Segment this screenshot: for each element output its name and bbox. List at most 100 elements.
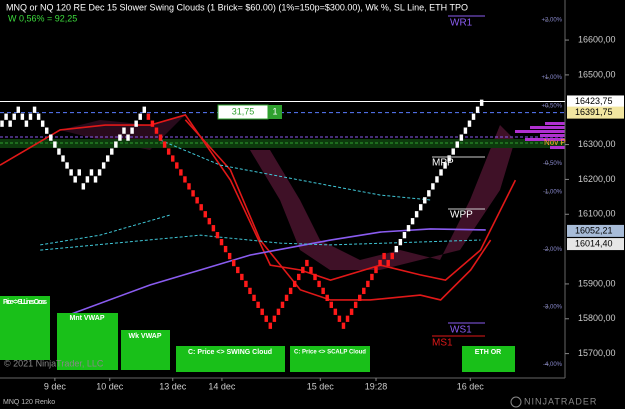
brick [317, 280, 321, 288]
button[interactable] [121, 330, 170, 370]
brick [89, 169, 94, 176]
brick [443, 162, 447, 169]
brick [382, 252, 386, 260]
y2-tick-label: +2,00% [541, 18, 562, 24]
brick [406, 225, 411, 232]
brick [256, 301, 260, 308]
logo: NINJATRADER [524, 396, 597, 406]
volume-profile [515, 122, 565, 149]
brick [126, 134, 130, 141]
price-marker [567, 238, 624, 251]
brick [341, 322, 346, 329]
button[interactable] [290, 346, 370, 372]
indicator-line [59, 228, 486, 319]
brick [297, 273, 301, 281]
button-label[interactable]: Price <> SL Lines Cross [3, 299, 47, 306]
indicator-line [184, 119, 492, 301]
brick [268, 322, 273, 329]
brick [219, 238, 224, 246]
brick [150, 120, 155, 127]
brick [264, 315, 268, 322]
buttons: Price <> SL Lines Cross Mnt VWAP Wk VWAP… [0, 296, 515, 372]
cloud [250, 125, 515, 270]
brick [4, 113, 8, 120]
button-label[interactable]: Mnt VWAP [70, 315, 105, 322]
brick [398, 238, 403, 246]
brick [459, 134, 464, 141]
brick [195, 197, 199, 204]
brick [69, 169, 73, 176]
trade-box-label: 31,75 [232, 106, 255, 116]
brick [276, 308, 281, 315]
trade-count: 1 [272, 106, 277, 116]
brick [187, 183, 191, 190]
x-tick-label: 16 dec [457, 381, 485, 391]
brick [305, 259, 309, 267]
brick [362, 287, 366, 295]
brick [475, 106, 480, 113]
price-marker [567, 224, 624, 237]
brick [366, 280, 370, 288]
brick [431, 183, 435, 190]
brick [65, 162, 69, 169]
brick [122, 127, 126, 134]
brick [370, 273, 374, 281]
y-tick-label: 16600,00 [578, 34, 616, 44]
price-marker [567, 95, 624, 108]
y-tick-label: 15700,00 [578, 348, 616, 358]
brick [423, 197, 427, 204]
brick [166, 148, 171, 155]
brick [240, 273, 244, 281]
brick [183, 176, 187, 183]
brick [138, 113, 142, 120]
brick [471, 113, 476, 120]
brick [24, 120, 29, 127]
x-tick-label: 10 dec [96, 381, 124, 391]
brick [325, 294, 329, 302]
button-label[interactable]: C: Price <> SCALP Cloud [294, 350, 366, 356]
brick [301, 266, 305, 274]
button[interactable] [57, 313, 118, 370]
y-tick-label: 15800,00 [578, 313, 616, 323]
brick [439, 169, 443, 176]
brick [142, 106, 147, 113]
brick [130, 127, 134, 134]
y2-tick-label: -4,00% [543, 362, 563, 368]
brick [333, 308, 338, 315]
button[interactable] [0, 296, 50, 360]
brick [223, 245, 228, 253]
button[interactable] [176, 346, 285, 372]
button-label[interactable]: C: Price <> SWING Cloud [188, 349, 272, 356]
pivot-label: MPP [432, 158, 454, 169]
pivot-label: MS1 [432, 338, 453, 349]
button-label[interactable]: Wk VWAP [128, 333, 161, 340]
x-tick-label: 19:28 [365, 381, 388, 391]
brick [236, 266, 240, 274]
trade-count-box [268, 105, 282, 119]
brick [203, 211, 207, 218]
brick [162, 141, 167, 148]
brick [20, 113, 25, 120]
button-label[interactable]: ETH OR [475, 349, 501, 356]
brick [329, 301, 333, 308]
brick [418, 204, 423, 211]
indicator-line [159, 139, 431, 201]
button[interactable] [462, 346, 515, 372]
brick [479, 99, 484, 106]
brick [260, 308, 264, 315]
brick [40, 120, 45, 127]
brick [158, 134, 163, 141]
brick [118, 134, 122, 141]
y-tick-label: 15900,00 [578, 278, 616, 288]
brick [215, 232, 220, 239]
brick [288, 287, 293, 295]
chart-title: MNQ or NQ 120 RE Dec 15 Slower Swing Clo… [6, 2, 468, 12]
brick [57, 148, 61, 155]
brick [49, 134, 53, 141]
brick [337, 315, 342, 322]
brick [374, 266, 378, 274]
brick [357, 294, 362, 302]
brick [175, 162, 179, 169]
brick [81, 183, 86, 190]
